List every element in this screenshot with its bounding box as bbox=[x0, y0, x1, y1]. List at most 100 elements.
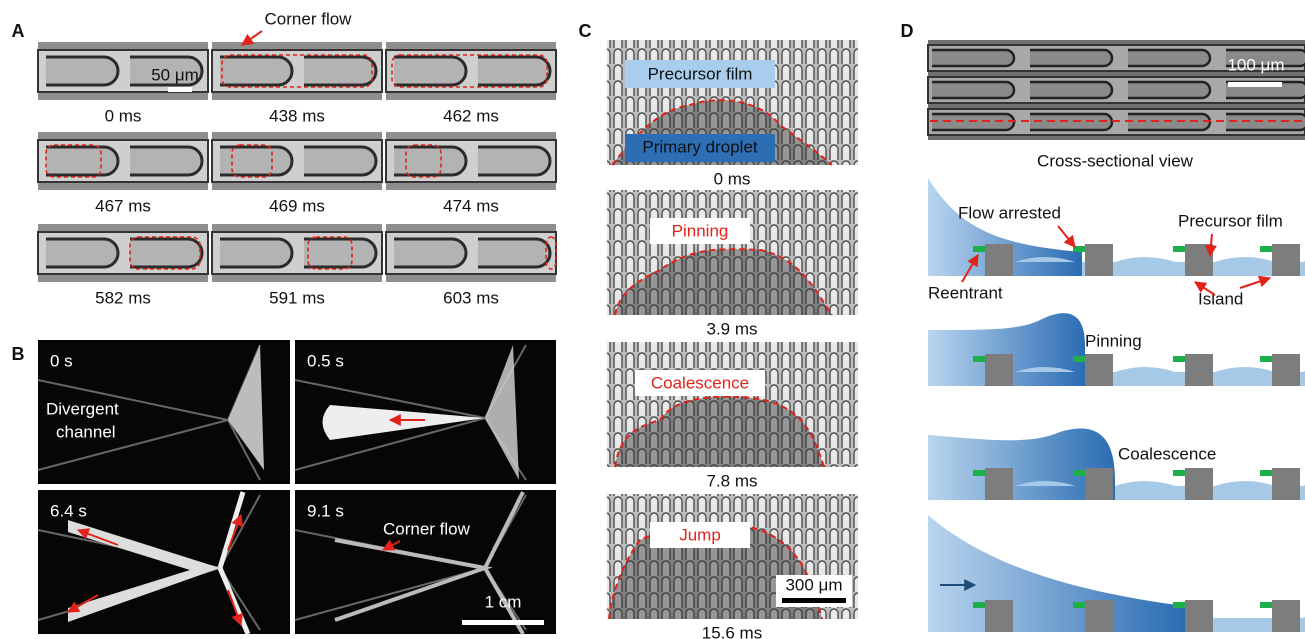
annotation: Flow arrested bbox=[958, 203, 1061, 222]
scale-bar-label: 1 cm bbox=[485, 592, 522, 611]
panel-label: C bbox=[579, 21, 592, 41]
label-box bbox=[625, 134, 775, 162]
arrow bbox=[227, 589, 243, 627]
liquid-outline bbox=[405, 144, 442, 178]
island bbox=[1215, 367, 1275, 372]
time-label: 9.1 s bbox=[307, 501, 344, 520]
reentrant-cap bbox=[1073, 602, 1085, 608]
arrow bbox=[241, 30, 263, 46]
pillar bbox=[304, 55, 378, 87]
post bbox=[1185, 600, 1213, 632]
island bbox=[1115, 257, 1175, 262]
reentrant-cap bbox=[1073, 246, 1085, 252]
callout: Corner flow bbox=[383, 519, 471, 538]
post bbox=[1272, 600, 1300, 632]
reentrant-cap bbox=[1073, 470, 1085, 476]
pillar bbox=[130, 145, 204, 177]
arrow bbox=[1057, 225, 1076, 248]
time-label: 582 ms bbox=[95, 288, 151, 307]
reentrant-cap bbox=[973, 246, 985, 252]
island bbox=[1015, 257, 1075, 262]
pillar bbox=[220, 55, 294, 87]
liquid-outline bbox=[545, 236, 557, 270]
reentrant-cap bbox=[1173, 470, 1185, 476]
scale-bar bbox=[168, 87, 192, 92]
pillar bbox=[130, 237, 204, 269]
liquid bbox=[928, 178, 1082, 276]
annotation: Pinning bbox=[1085, 331, 1142, 350]
stage-label: Jump bbox=[679, 525, 721, 544]
droplet-outline bbox=[614, 248, 833, 316]
liquid bbox=[928, 515, 1185, 632]
pillar bbox=[394, 145, 468, 177]
pillar bbox=[46, 55, 120, 87]
liquid-outline bbox=[391, 54, 548, 88]
pillar bbox=[932, 80, 1016, 100]
liquid bbox=[68, 520, 220, 622]
scale-bar bbox=[1228, 82, 1282, 87]
time-label: 438 ms bbox=[269, 106, 325, 125]
reentrant-cap bbox=[1260, 602, 1272, 608]
pillar bbox=[478, 237, 552, 269]
channel-label: Divergent bbox=[46, 399, 119, 418]
time-label: 603 ms bbox=[443, 288, 499, 307]
island bbox=[1302, 261, 1305, 262]
pillar bbox=[1128, 48, 1212, 68]
liquid-outline bbox=[221, 54, 373, 88]
reentrant-cap bbox=[1173, 602, 1185, 608]
time-label: 462 ms bbox=[443, 106, 499, 125]
island bbox=[1302, 485, 1305, 486]
island bbox=[1302, 617, 1305, 618]
droplet bbox=[612, 396, 824, 467]
liquid bbox=[217, 491, 251, 635]
reentrant-cap bbox=[1173, 246, 1185, 252]
post bbox=[1185, 468, 1213, 500]
channel-label: channel bbox=[56, 422, 116, 441]
time-label: 467 ms bbox=[95, 196, 151, 215]
panel-label: B bbox=[12, 344, 25, 364]
liquid-outline bbox=[231, 144, 273, 178]
post bbox=[1085, 244, 1113, 276]
pillar bbox=[220, 237, 294, 269]
droplet-outline bbox=[611, 99, 833, 166]
post bbox=[985, 600, 1013, 632]
time-label: 3.9 ms bbox=[706, 319, 757, 338]
annotation: Reentrant bbox=[928, 283, 1003, 302]
island bbox=[1302, 371, 1305, 372]
time-label: 0 ms bbox=[714, 169, 751, 188]
label-box bbox=[650, 522, 750, 548]
post bbox=[985, 468, 1013, 500]
arrow bbox=[381, 539, 401, 551]
post bbox=[1185, 244, 1213, 276]
pillar bbox=[1030, 48, 1114, 68]
label-box bbox=[625, 60, 775, 88]
reentrant-cap bbox=[973, 602, 985, 608]
stage-label: Pinning bbox=[672, 221, 729, 240]
arrow bbox=[227, 513, 243, 551]
annotation: Island bbox=[1198, 289, 1243, 308]
liquid-outline bbox=[307, 236, 353, 270]
arrow bbox=[76, 528, 119, 546]
time-label: 0 ms bbox=[105, 106, 142, 125]
reentrant-cap bbox=[1073, 356, 1085, 362]
liquid bbox=[928, 428, 1115, 500]
scale-bar bbox=[782, 598, 846, 603]
droplet-outline bbox=[614, 395, 825, 468]
time-label: 15.6 ms bbox=[702, 623, 762, 639]
post bbox=[985, 354, 1013, 386]
island bbox=[1215, 481, 1275, 486]
pillar bbox=[1030, 112, 1114, 132]
liquid-outline bbox=[45, 144, 102, 178]
island bbox=[1215, 257, 1275, 262]
micrograph bbox=[607, 190, 858, 315]
post bbox=[1272, 244, 1300, 276]
pillar bbox=[1030, 80, 1114, 100]
scale-bar bbox=[462, 620, 544, 625]
region-label: Precursor film bbox=[648, 64, 753, 83]
scale-bar-label: 300 μm bbox=[785, 575, 842, 594]
liquid-outline bbox=[129, 236, 201, 270]
time-label: 0 s bbox=[50, 351, 73, 370]
pillar bbox=[130, 55, 204, 87]
panel-label: A bbox=[12, 21, 25, 41]
